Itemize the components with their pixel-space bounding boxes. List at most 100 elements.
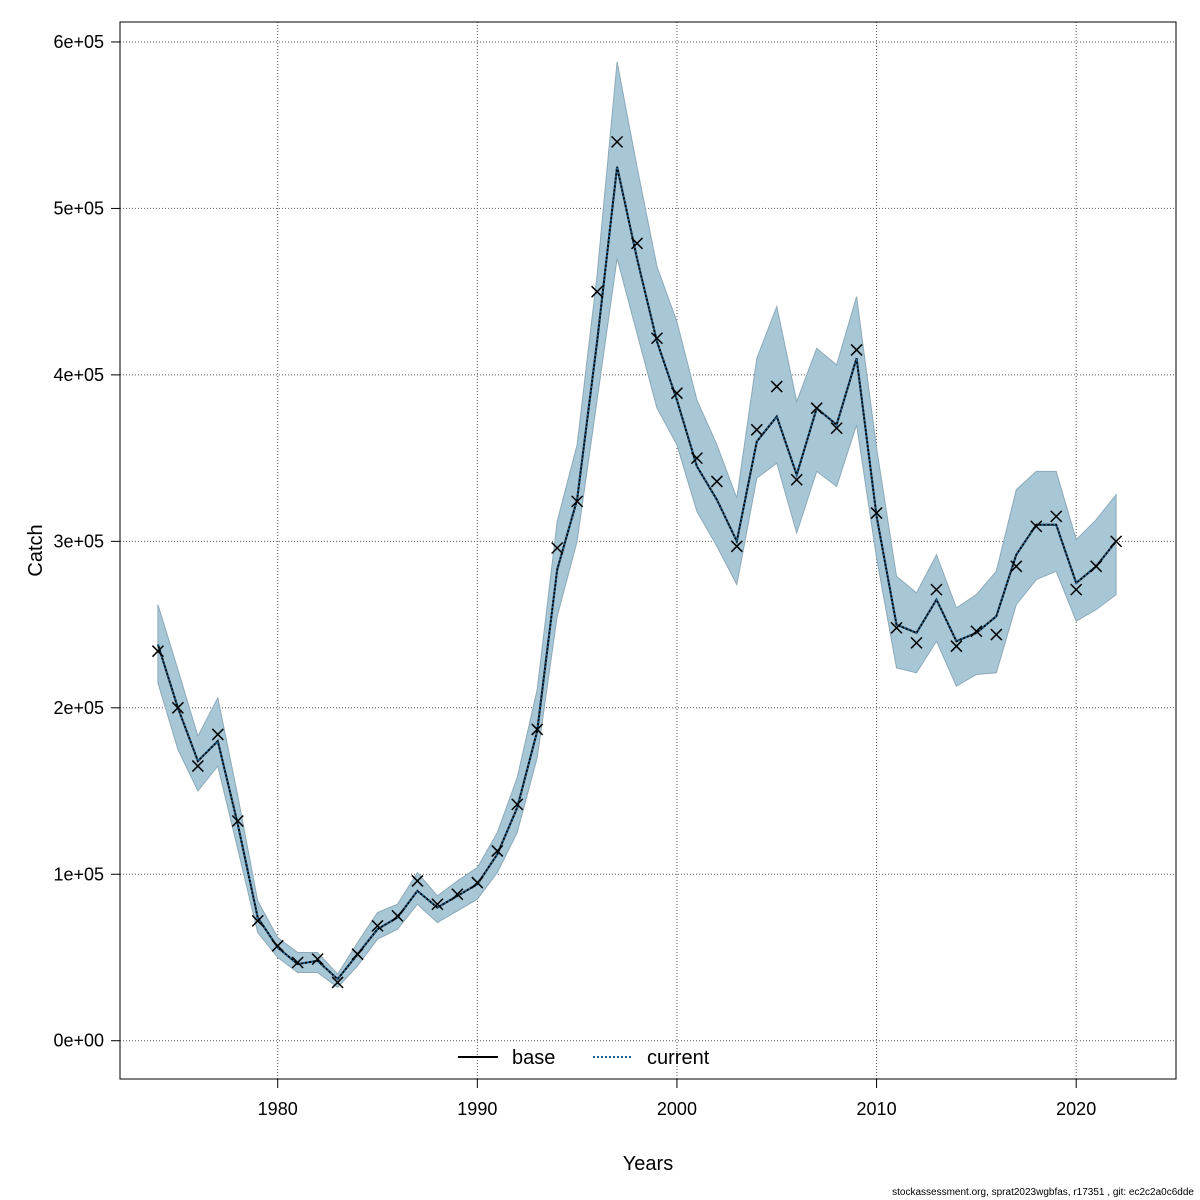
observed-point [730,540,743,553]
observed-points-layer [151,135,1123,989]
observed-point [191,760,204,773]
observed-point [451,888,464,901]
observed-point [571,495,584,508]
observed-point [291,956,304,969]
observed-point-stroke [351,948,364,961]
observed-point-stroke [311,953,324,966]
observed-point-stroke [1070,583,1083,596]
observed-point [890,621,903,634]
observed-point [830,422,843,435]
footer-credit: stockassessment.org, sprat2023wgbfas, r1… [892,1187,1194,1198]
x-tick-label: 1990 [457,1099,497,1119]
observed-point [471,876,484,889]
observed-point [1090,560,1103,573]
observed-point-stroke [710,475,723,488]
observed-point-stroke [1010,560,1023,573]
observed-point-stroke [970,625,983,638]
observed-point [151,645,164,658]
observed-point-stroke [551,541,564,555]
confidence-band-layer [157,61,1117,989]
confidence-band [157,61,1117,989]
observed-point-stroke [531,723,544,736]
observed-point [311,953,324,966]
observed-point [930,583,943,596]
observed-point-stroke [990,628,1003,641]
observed-point [910,636,923,649]
observed-point [750,423,763,436]
observed-point-stroke [171,701,184,714]
y-tick-label: 1e+05 [53,864,104,884]
observed-point [611,135,624,148]
observed-point [211,728,224,741]
observed-point [251,914,264,927]
observed-point-stroke [950,640,963,653]
y-tick-label: 0e+00 [53,1031,104,1051]
observed-point-stroke [251,914,264,927]
observed-point-stroke [730,540,743,553]
x-tick-label: 2010 [857,1099,897,1119]
observed-point-stroke [630,237,644,250]
observed-point-stroke [650,332,664,345]
observed-point [950,640,963,653]
y-axis: 0e+00 1e+05 2e+05 3e+05 4e+05 5e+05 6e+05 [53,32,120,1051]
observed-point-stroke [211,728,224,741]
observed-point [411,874,424,887]
observed-point-stroke [591,285,604,298]
observed-point-stroke [571,495,584,508]
observed-point-stroke [451,888,464,901]
legend-label-base: base [512,1047,555,1069]
observed-point-stroke [231,814,244,828]
observed-point [690,452,703,465]
observed-point-stroke [770,380,783,393]
observed-point [1110,535,1123,548]
observed-point [171,701,184,714]
observed-point-stroke [491,844,504,857]
observed-point-stroke [930,583,943,596]
observed-point-stroke [191,760,204,773]
observed-point [1050,510,1063,523]
observed-point [650,332,664,345]
observed-point-stroke [890,621,903,634]
observed-point [431,898,444,911]
y-tick-label: 6e+05 [53,32,104,52]
observed-point [970,625,983,638]
legend-label-current: current [647,1047,710,1069]
observed-point [1030,520,1043,533]
x-tick-label: 2000 [657,1099,697,1119]
observed-point [511,798,524,811]
observed-point-stroke [1030,520,1043,533]
observed-point-stroke [291,956,304,969]
observed-point [331,976,344,989]
observed-point-stroke [1110,535,1123,548]
observed-point-stroke [271,939,284,952]
y-tick-label: 4e+05 [53,365,104,385]
observed-point [670,387,683,400]
observed-point [1070,583,1083,596]
observed-point [710,475,723,488]
observed-point-stroke [151,645,164,658]
observed-point [850,343,863,356]
observed-point-stroke [471,876,484,889]
observed-point-stroke [790,473,803,486]
observed-point [591,285,604,298]
x-tick-label: 1980 [258,1099,298,1119]
observed-point [391,909,404,922]
x-axis: 1980 1990 2000 2010 2020 [258,1079,1096,1119]
observed-point-stroke [611,135,624,148]
observed-point-stroke [870,507,883,520]
observed-point [790,473,803,486]
observed-point-stroke [670,387,683,400]
observed-point [531,723,544,736]
observed-point-stroke [1050,510,1063,523]
y-tick-label: 3e+05 [53,531,104,551]
observed-point-stroke [810,402,823,415]
observed-point [1010,560,1023,573]
observed-point [371,919,384,932]
observed-point [810,402,823,415]
observed-point [630,237,644,250]
observed-point-stroke [411,874,424,887]
y-tick-label: 5e+05 [53,198,104,218]
legend: base current [458,1047,710,1069]
observed-point [551,541,564,555]
